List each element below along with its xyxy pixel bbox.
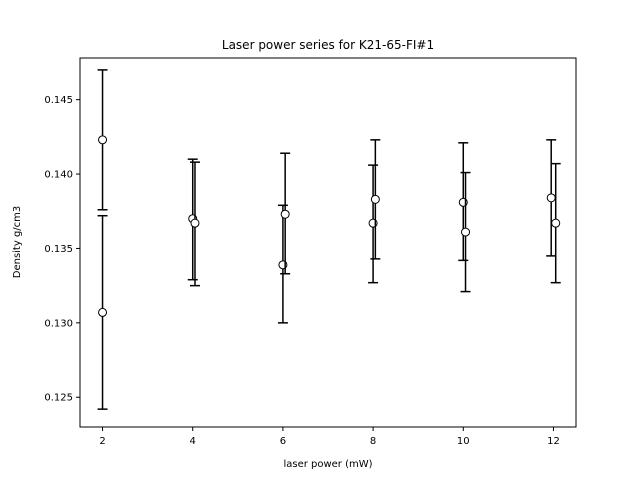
x-tick-label: 12 <box>547 436 560 447</box>
x-axis: 2 4 6 8 10 12 <box>99 427 560 447</box>
x-axis-label: laser power (mW) <box>283 459 372 470</box>
data-series <box>97 69 561 410</box>
x-tick-label: 8 <box>370 436 376 447</box>
data-point <box>280 209 290 219</box>
data-point <box>461 227 471 237</box>
x-tick-label: 6 <box>280 436 286 447</box>
data-point-group <box>546 139 557 257</box>
data-point-group <box>550 162 561 284</box>
y-tick-label: 0.125 <box>44 393 73 404</box>
data-point-group <box>97 214 108 410</box>
data-point <box>546 193 556 203</box>
axes-frame <box>79 57 577 428</box>
plot-area <box>79 57 577 428</box>
y-tick-label: 0.145 <box>44 95 73 106</box>
data-point-group <box>97 69 108 211</box>
y-tick-label: 0.135 <box>44 244 73 255</box>
data-point-group <box>280 152 291 275</box>
data-point <box>370 194 380 204</box>
data-point-group <box>189 161 200 287</box>
data-point-group <box>460 171 471 293</box>
y-tick-label: 0.140 <box>44 170 73 181</box>
data-point <box>190 218 200 228</box>
x-tick-label: 4 <box>190 436 196 447</box>
data-point <box>551 218 561 228</box>
x-tick-label: 10 <box>457 436 470 447</box>
data-point <box>98 307 108 317</box>
data-point <box>98 135 108 145</box>
y-tick-label: 0.130 <box>44 318 73 329</box>
y-axis-label: Density g/cm3 <box>12 206 23 279</box>
y-axis: 0.125 0.130 0.135 0.140 0.145 <box>44 95 80 404</box>
data-point-group <box>370 139 381 260</box>
chart-title: Laser power series for K21-65-FI#1 <box>222 38 434 52</box>
x-tick-label: 2 <box>99 436 105 447</box>
